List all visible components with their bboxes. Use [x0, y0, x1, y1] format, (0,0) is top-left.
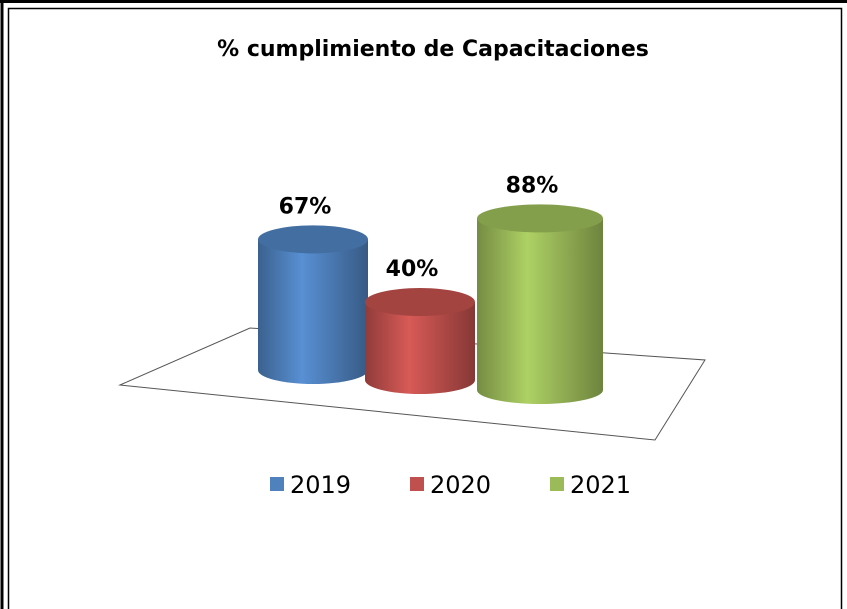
data-label: 40%: [386, 257, 439, 282]
cylinder-top: [258, 225, 368, 254]
cylinder-top: [477, 204, 603, 233]
cylinder: [477, 204, 603, 404]
data-label: 67%: [279, 194, 332, 219]
legend-label: 2019: [290, 471, 351, 499]
cylinder: [258, 225, 368, 384]
legend-swatch: [550, 477, 564, 491]
legend-label: 2021: [570, 471, 631, 499]
chart-title: % cumplimiento de Capacitaciones: [217, 37, 649, 62]
data-label: 88%: [506, 173, 559, 198]
legend-swatch: [410, 477, 424, 491]
cylinder: [365, 288, 475, 394]
cylinder-body: [365, 302, 475, 394]
cylinder-top: [365, 288, 475, 316]
cylinder-body: [258, 239, 368, 384]
legend-label: 2020: [430, 471, 491, 499]
cylinder-body: [477, 218, 603, 404]
legend-swatch: [270, 477, 284, 491]
